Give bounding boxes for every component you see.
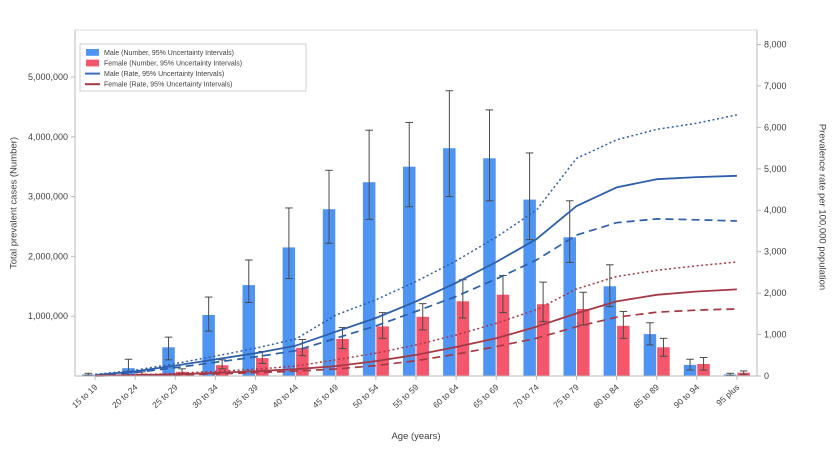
bar-female-85-to-89 — [657, 347, 670, 376]
legend-label-0: Male (Number, 95% Uncertainty Intervals) — [104, 50, 234, 57]
bar-female-65-to-69 — [496, 294, 510, 376]
left-tick-label: 4,000,000 — [28, 132, 68, 142]
x-tick-label: 95 plus — [714, 382, 741, 408]
bar-male-80-to-84 — [603, 286, 617, 376]
bar-male-65-to-69 — [483, 158, 496, 376]
legend-swatch-1 — [86, 59, 99, 67]
x-tick-label: 50 to 54 — [351, 382, 381, 410]
left-axis-title: Total prevalent cases (Number) — [8, 137, 20, 269]
left-tick-label: 2,000,000 — [28, 251, 68, 261]
right-tick-label: 0 — [764, 371, 769, 381]
right-tick-label: 6,000 — [764, 122, 787, 132]
right-tick-label: 2,000 — [764, 288, 787, 298]
bar-male-55-to-59 — [403, 166, 416, 376]
rate-line-male — [95, 174, 737, 376]
legend-label-2: Male (Rate, 95% Uncertainty Intervals) — [104, 71, 224, 78]
right-tick-label: 8,000 — [764, 39, 787, 49]
x-tick-label: 35 to 39 — [230, 382, 260, 410]
bar-female-55-to-59 — [416, 316, 429, 376]
right-tick-label: 5,000 — [764, 164, 787, 174]
bar-male-60-to-64 — [443, 148, 456, 376]
x-tick-label: 55 to 59 — [391, 382, 421, 410]
bar-male-40-to-44 — [282, 247, 296, 376]
x-tick-label: 25 to 29 — [150, 382, 180, 410]
x-tick-label: 60 to 64 — [431, 382, 461, 410]
x-tick-label: 20 to 24 — [110, 382, 140, 410]
legend-label-1: Female (Number, 95% Uncertainty Interval… — [104, 60, 242, 67]
x-tick-label: 65 to 69 — [471, 382, 501, 410]
right-tick-label: 1,000 — [764, 330, 787, 340]
x-tick-label: 15 to 19 — [70, 382, 100, 410]
right-tick-label: 3,000 — [764, 247, 787, 257]
x-axis-title: Age (years) — [391, 431, 441, 442]
rate-line-female-upper — [95, 261, 737, 377]
x-tick-label: 75 to 79 — [551, 382, 581, 410]
rate-line-male-upper — [95, 114, 738, 376]
bar-female-70-to-74 — [536, 304, 550, 376]
x-tick-label: 70 to 74 — [511, 382, 541, 410]
legend-label-3: Female (Rate, 95% Uncertainty Intervals) — [104, 82, 232, 89]
bar-female-30-to-34 — [215, 365, 229, 376]
x-tick-label: 85 to 89 — [632, 382, 662, 410]
bar-female-60-to-64 — [456, 301, 470, 377]
x-tick-label: 90 to 94 — [672, 382, 702, 410]
left-tick-label: 5,000,000 — [28, 72, 68, 82]
rate-line-female — [95, 288, 737, 377]
x-tick-label: 80 to 84 — [591, 382, 621, 410]
right-axis-title: Prevalence rate per 100,000 population — [816, 123, 828, 291]
x-tick-label: 45 to 49 — [311, 382, 341, 410]
x-tick-label: 30 to 34 — [190, 382, 220, 410]
legend-swatch-0 — [86, 49, 99, 56]
x-tick-label: 40 to 44 — [270, 382, 300, 410]
right-tick-label: 7,000 — [764, 81, 787, 91]
right-tick-label: 4,000 — [764, 205, 787, 215]
bar-male-70-to-74 — [523, 199, 536, 376]
legend-box — [79, 43, 307, 92]
rate-line-male-lower — [95, 218, 737, 377]
bar-male-50-to-54 — [362, 182, 376, 376]
left-tick-label: 3,000,000 — [28, 192, 68, 202]
bar-male-75-to-79 — [563, 237, 576, 376]
bar-female-75-to-79 — [577, 309, 590, 376]
left-tick-label: 1,000,000 — [28, 311, 68, 321]
